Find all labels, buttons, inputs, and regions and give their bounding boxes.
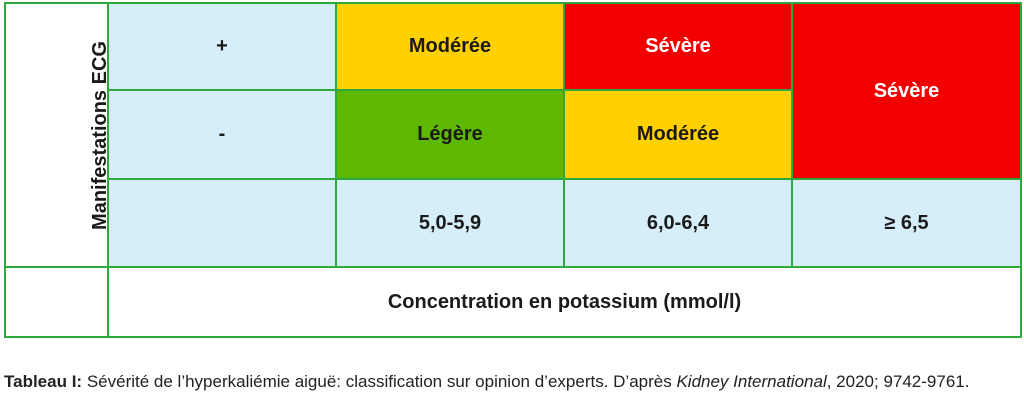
potassium-axis-label: Concentration en potassium (mmol/l) (107, 266, 1022, 338)
concentration-range-1: 5,0-5,9 (335, 178, 565, 268)
cell-legere-minus: Légère (335, 89, 565, 180)
ecg-axis-label-cell: Manifestations ECG (4, 2, 111, 268)
caption-tail: , 2020; 9742-9761. (826, 372, 970, 391)
ecg-axis-label: Manifestations ECG (88, 40, 111, 230)
cell-moderee-minus: Modérée (563, 89, 793, 180)
caption-journal: Kidney International (676, 372, 827, 391)
severity-table-wrapper: Manifestations ECG + Modérée Sévère Sévè… (4, 2, 1022, 338)
ecg-negative-label: - (107, 89, 337, 180)
concentration-range-3: ≥ 6,5 (791, 178, 1022, 268)
table-caption: Tableau I: Sévérité de l’hyperkaliémie a… (4, 372, 1020, 392)
cell-severe-plus: Sévère (563, 2, 793, 91)
empty-bottom-left-cell (4, 266, 109, 338)
cell-severe-merged: Sévère (791, 2, 1022, 180)
concentration-range-2: 6,0-6,4 (563, 178, 793, 268)
ecg-positive-label: + (107, 2, 337, 91)
caption-lead: Tableau I: (4, 372, 83, 391)
empty-corner-cell (107, 178, 337, 268)
caption-text: Sévérité de l’hyperkaliémie aiguë: class… (82, 372, 677, 391)
severity-table: Manifestations ECG + Modérée Sévère Sévè… (4, 2, 1022, 338)
cell-moderee-plus: Modérée (335, 2, 565, 91)
